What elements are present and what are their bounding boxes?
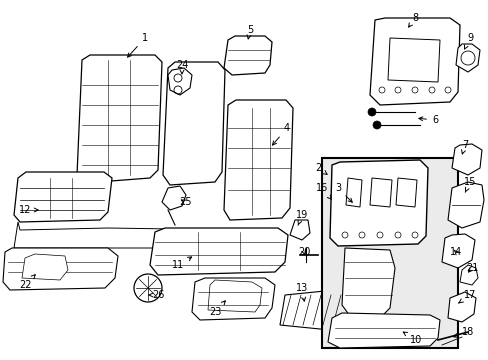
Text: 4: 4 [272, 123, 289, 145]
Polygon shape [14, 172, 112, 222]
Text: 7: 7 [461, 140, 467, 154]
Text: 18: 18 [453, 327, 473, 337]
Polygon shape [341, 248, 394, 318]
Polygon shape [441, 234, 474, 268]
Polygon shape [77, 55, 162, 183]
Polygon shape [369, 18, 459, 105]
Text: 16: 16 [315, 183, 331, 199]
Text: 15: 15 [463, 177, 475, 192]
Polygon shape [455, 44, 479, 72]
Text: 21: 21 [465, 263, 477, 273]
Text: 8: 8 [408, 13, 417, 27]
Polygon shape [451, 144, 481, 175]
Circle shape [372, 121, 380, 129]
Circle shape [367, 108, 375, 116]
Text: 20: 20 [297, 247, 309, 257]
Text: 19: 19 [295, 210, 307, 225]
Polygon shape [224, 100, 292, 220]
Text: 1: 1 [127, 33, 148, 57]
Polygon shape [3, 248, 118, 290]
Polygon shape [329, 160, 427, 246]
Polygon shape [192, 278, 274, 320]
Polygon shape [150, 228, 287, 275]
Circle shape [134, 274, 162, 302]
Polygon shape [14, 222, 238, 248]
Polygon shape [224, 36, 271, 75]
Text: 6: 6 [418, 115, 437, 125]
Text: 11: 11 [171, 257, 191, 270]
Polygon shape [163, 62, 224, 185]
Text: 10: 10 [403, 332, 421, 345]
Text: 12: 12 [19, 205, 38, 215]
Polygon shape [162, 186, 185, 210]
Polygon shape [447, 182, 483, 228]
Text: 26: 26 [148, 290, 164, 300]
Text: 5: 5 [246, 25, 253, 39]
Polygon shape [22, 254, 68, 280]
Polygon shape [280, 290, 347, 330]
Text: 24: 24 [176, 60, 188, 74]
Text: 23: 23 [208, 301, 225, 317]
Text: 14: 14 [449, 247, 461, 257]
Text: 2: 2 [314, 163, 326, 174]
Text: 25: 25 [179, 197, 191, 207]
Text: 3: 3 [334, 183, 351, 202]
Polygon shape [447, 292, 475, 322]
Text: 22: 22 [19, 275, 35, 290]
Polygon shape [327, 313, 439, 348]
Polygon shape [459, 265, 477, 285]
Bar [321, 158, 457, 348]
Text: 17: 17 [458, 290, 475, 303]
Text: 9: 9 [464, 33, 472, 49]
Polygon shape [168, 68, 192, 95]
Text: 13: 13 [295, 283, 307, 301]
